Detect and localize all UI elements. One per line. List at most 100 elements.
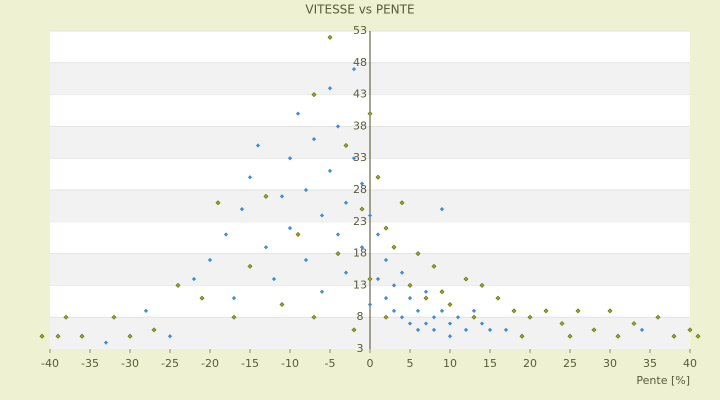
point [143, 308, 149, 313]
point [343, 270, 349, 275]
point [655, 314, 661, 320]
point [327, 34, 333, 40]
point [223, 232, 229, 237]
point [231, 314, 237, 320]
point [631, 321, 637, 327]
x-tick-label: -25 [161, 357, 179, 370]
point [311, 314, 317, 320]
point [463, 327, 469, 333]
point [479, 282, 485, 288]
y-tick-label: 3 [357, 342, 364, 355]
point [79, 333, 85, 339]
point [399, 200, 405, 206]
x-tick-label: -40 [41, 357, 59, 370]
point [311, 92, 317, 98]
point [391, 244, 397, 250]
point [263, 245, 269, 250]
x-axis-label: Pente [%] [636, 374, 690, 387]
point [447, 321, 453, 326]
point [111, 314, 117, 320]
point [575, 308, 581, 314]
y-tick-label: 48 [353, 56, 367, 69]
point [287, 226, 293, 231]
point [503, 327, 509, 333]
point [431, 327, 437, 333]
point [383, 257, 389, 263]
point [415, 327, 421, 333]
point [479, 321, 485, 326]
point [439, 206, 445, 212]
point [415, 251, 421, 257]
point [279, 302, 285, 307]
point [367, 302, 373, 307]
y-tick-label: 8 [357, 310, 364, 323]
point [255, 143, 261, 148]
x-tick-label: 30 [603, 357, 617, 370]
y-tick-label: 18 [353, 247, 367, 260]
point [407, 321, 413, 326]
point [191, 276, 197, 282]
point [359, 181, 365, 186]
x-tick-label: -35 [81, 357, 99, 370]
point [391, 308, 397, 313]
point [39, 333, 45, 339]
x-tick-label: 0 [367, 357, 374, 370]
point [671, 333, 677, 339]
point [319, 213, 325, 218]
point [383, 295, 389, 301]
point [399, 270, 405, 275]
x-tick-label: 20 [523, 357, 537, 370]
y-tick-label: 53 [353, 24, 367, 37]
y-tick-label: 28 [353, 183, 367, 196]
point [335, 251, 341, 257]
x-tick-label: -10 [281, 357, 299, 370]
point [247, 263, 253, 269]
point [591, 327, 597, 333]
x-tick-label: -20 [201, 357, 219, 370]
point [463, 276, 469, 282]
point [55, 333, 61, 339]
point [367, 111, 373, 117]
point [199, 295, 205, 301]
x-tick-label: 35 [643, 357, 657, 370]
point [175, 282, 181, 288]
point [695, 333, 701, 339]
point [239, 206, 245, 212]
x-tick-label: -15 [241, 357, 259, 370]
y-tick-label: 23 [353, 215, 367, 228]
y-tick-label: 38 [353, 119, 367, 132]
x-tick-label: 25 [563, 357, 577, 370]
chart-title: VITESSE vs PENTE [305, 3, 414, 17]
point [375, 174, 381, 180]
point [559, 321, 565, 327]
point [487, 327, 493, 333]
y-tick-label: 43 [353, 88, 367, 101]
point [607, 308, 613, 314]
point [407, 295, 413, 301]
point [511, 308, 517, 314]
point [271, 276, 277, 282]
point [471, 314, 477, 320]
point [167, 334, 173, 339]
point [471, 308, 477, 313]
y-tick-label: 33 [353, 151, 367, 164]
point [367, 213, 373, 218]
point [455, 315, 461, 320]
point [287, 156, 293, 161]
x-tick-label: 40 [683, 357, 697, 370]
point [567, 333, 573, 339]
point [207, 257, 213, 263]
point [311, 136, 317, 142]
point [407, 282, 413, 288]
point [423, 289, 429, 294]
x-tick-label: -5 [325, 357, 336, 370]
series [39, 34, 701, 339]
point [399, 315, 405, 320]
point [615, 333, 621, 339]
point [383, 314, 389, 320]
point [687, 327, 693, 333]
point [543, 308, 549, 314]
x-tick-label: 10 [443, 357, 457, 370]
point [303, 187, 309, 193]
